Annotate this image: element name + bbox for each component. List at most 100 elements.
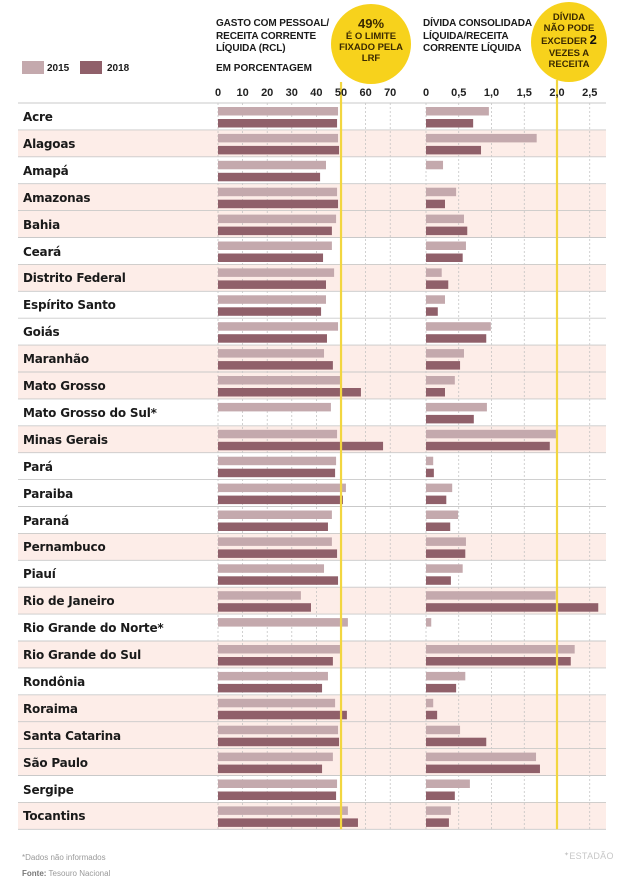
state-label: Rio de Janeiro [23,594,115,609]
state-label: Santa Catarina [23,728,121,743]
right-bar-2018 [426,818,449,827]
left-bar-2015 [218,376,341,385]
row-separators [18,102,606,830]
legend-label-2018: 2018 [107,63,130,74]
right-bar-2018 [426,657,571,666]
tick-labels: 0 10 20 30 40 50 60 70 0 0,5 1,0 1,5 2,0 2,5 [215,87,597,99]
state-label: Goiás [23,325,60,340]
right-bar-2015 [426,376,455,385]
right-bar-2015 [426,107,489,116]
state-label: Tocantins [23,809,86,824]
right-bar-2018 [426,414,474,424]
right-title-line-3: CORRENTE LÍQUIDA [423,43,522,54]
state-label: Sergipe [23,782,74,797]
right-bar-2015 [426,752,537,762]
right-bar-2015 [426,645,575,654]
state-label: Amapá [23,163,69,178]
legend-swatch-2015 [22,61,44,74]
right-bar-2018 [426,280,449,289]
left-tick-label: 0 [215,87,221,99]
state-label: Minas Gerais [23,432,108,447]
right-tick-label: 2,0 [549,87,564,99]
left-bar-2015 [218,295,326,304]
left-bar-2015 [218,671,328,681]
state-label: Ceará [23,244,62,259]
left-bar-2018 [218,199,339,209]
debt-callout-line-3a: EXCEDER [541,36,590,47]
right-bar-2018 [426,764,540,774]
left-bar-2015 [218,483,346,493]
left-bar-2015 [218,725,339,735]
right-tick-label: 0,5 [451,87,466,99]
left-bar-2018 [218,657,333,666]
left-bar-2018 [218,603,311,612]
left-bar-2018 [218,361,333,370]
left-bar-2015 [218,160,326,170]
right-bar-2018 [426,737,487,747]
left-bar-2018 [218,495,343,505]
legend-swatch-2018 [80,61,102,74]
state-label: São Paulo [23,755,88,770]
brand-mark-icon: ✦ [564,852,570,858]
right-bar-2018 [426,119,474,128]
right-bar-2015 [426,456,434,466]
right-bar-2018 [426,603,599,612]
right-bar-2015 [426,564,463,573]
right-bar-2018 [426,307,438,316]
right-bar-2018 [426,145,482,155]
state-label: Roraima [23,701,78,716]
right-bar-2015 [426,510,459,519]
left-title-line-2: RECEITA CORRENTE [216,30,317,42]
left-tick-label: 60 [359,87,371,99]
left-bar-2018 [218,145,340,155]
state-label: Rondônia [23,674,86,689]
state-label: Pernambuco [23,540,106,555]
right-bar-2015 [426,241,466,250]
source: Fonte: Tesouro Nacional [22,869,110,878]
left-chart-unit: EM PORCENTAGEM [216,63,312,74]
right-bar-2018 [426,441,550,451]
left-bar-2015 [218,402,331,412]
left-bar-2015 [218,698,336,708]
left-tick-label: 10 [236,87,248,99]
left-bar-2015 [218,107,339,116]
right-bar-2018 [426,576,451,585]
debt-callout-line-5: RECEITA [548,59,590,70]
debt-callout-line-1: DÍVIDA [552,12,586,23]
left-bar-2015 [218,806,348,815]
left-bar-2015 [218,429,338,439]
legend-label-2015: 2015 [47,63,70,74]
right-chart-title: DÍVIDA CONSOLIDADA LÍQUIDA/RECEITA CORRE… [423,18,543,56]
limit-callout-value: 49% [357,16,385,31]
limit-callout-line-2: FIXADO PELA [339,42,403,53]
right-bar-2015 [426,160,444,170]
left-bar-2015 [218,456,337,466]
left-title-line-3: LÍQUIDA (RCL) [216,43,286,54]
state-label: Maranhão [23,352,89,367]
gridlines [217,103,591,830]
left-bar-2015 [218,645,341,654]
right-bar-2015 [426,322,491,331]
left-bar-2018 [218,549,338,558]
right-tick-label: 0 [423,87,429,99]
state-label: Paraiba [23,486,73,501]
right-bar-2015 [426,591,556,600]
debt-callout-line-3b: 2 [589,32,597,47]
left-bar-2018 [218,522,328,531]
left-bar-2018 [218,791,337,800]
left-bar-2015 [218,214,337,224]
limit-callout-49: 49% É O LIMITE FIXADO PELA LRF [331,4,411,84]
right-bar-2018 [426,683,457,693]
right-bar-2015 [426,429,557,439]
left-bar-2018 [218,710,347,720]
left-chart-title: GASTO COM PESSOAL/ RECEITA CORRENTE LÍQU… [216,18,336,56]
legend: 2015 2018 [22,60,162,76]
left-title-line-1: GASTO COM PESSOAL/ [216,18,330,29]
right-bar-2018 [426,226,468,236]
left-bar-2015 [218,537,332,546]
left-bar-2015 [218,618,348,627]
left-tick-label: 30 [286,87,298,99]
limit-lines [339,80,559,830]
left-bar-2015 [218,187,338,197]
